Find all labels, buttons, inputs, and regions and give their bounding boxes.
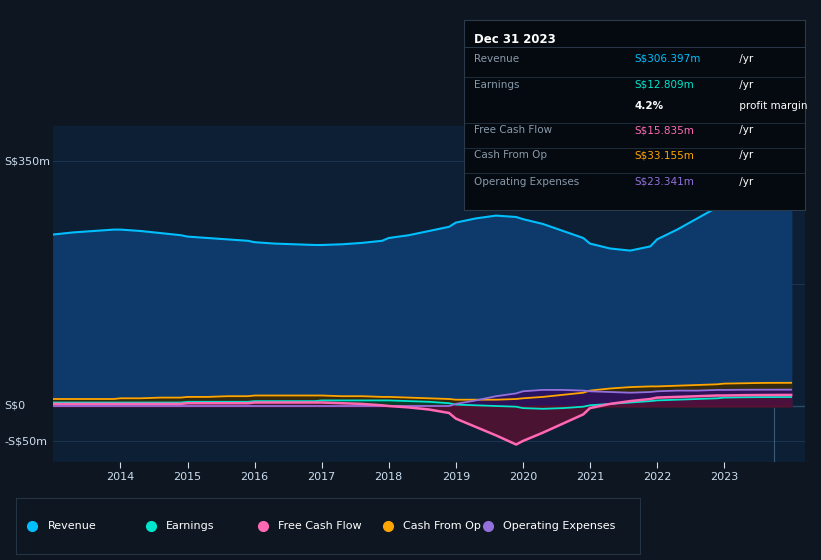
- Text: Earnings: Earnings: [166, 521, 214, 531]
- Text: Operating Expenses: Operating Expenses: [503, 521, 616, 531]
- Text: Cash From Op: Cash From Op: [403, 521, 481, 531]
- Text: /yr: /yr: [736, 177, 754, 186]
- Text: /yr: /yr: [736, 125, 754, 136]
- Text: S$12.809m: S$12.809m: [635, 80, 694, 90]
- Text: /yr: /yr: [736, 80, 754, 90]
- Text: Operating Expenses: Operating Expenses: [474, 177, 580, 186]
- Text: Revenue: Revenue: [474, 54, 519, 64]
- Text: S$15.835m: S$15.835m: [635, 125, 694, 136]
- Text: Dec 31 2023: Dec 31 2023: [474, 33, 556, 46]
- Text: Free Cash Flow: Free Cash Flow: [278, 521, 362, 531]
- Text: S$350m: S$350m: [4, 156, 50, 166]
- Text: Free Cash Flow: Free Cash Flow: [474, 125, 553, 136]
- Text: 4.2%: 4.2%: [635, 101, 663, 110]
- Text: -S$50m: -S$50m: [4, 436, 47, 446]
- Text: S$0: S$0: [4, 401, 25, 411]
- Text: Earnings: Earnings: [474, 80, 520, 90]
- Text: /yr: /yr: [736, 54, 754, 64]
- Text: Cash From Op: Cash From Op: [474, 150, 547, 160]
- Text: profit margin: profit margin: [736, 101, 808, 110]
- Text: S$33.155m: S$33.155m: [635, 150, 694, 160]
- Text: S$306.397m: S$306.397m: [635, 54, 700, 64]
- Text: S$23.341m: S$23.341m: [635, 177, 694, 186]
- Text: Revenue: Revenue: [48, 521, 96, 531]
- Text: /yr: /yr: [736, 150, 754, 160]
